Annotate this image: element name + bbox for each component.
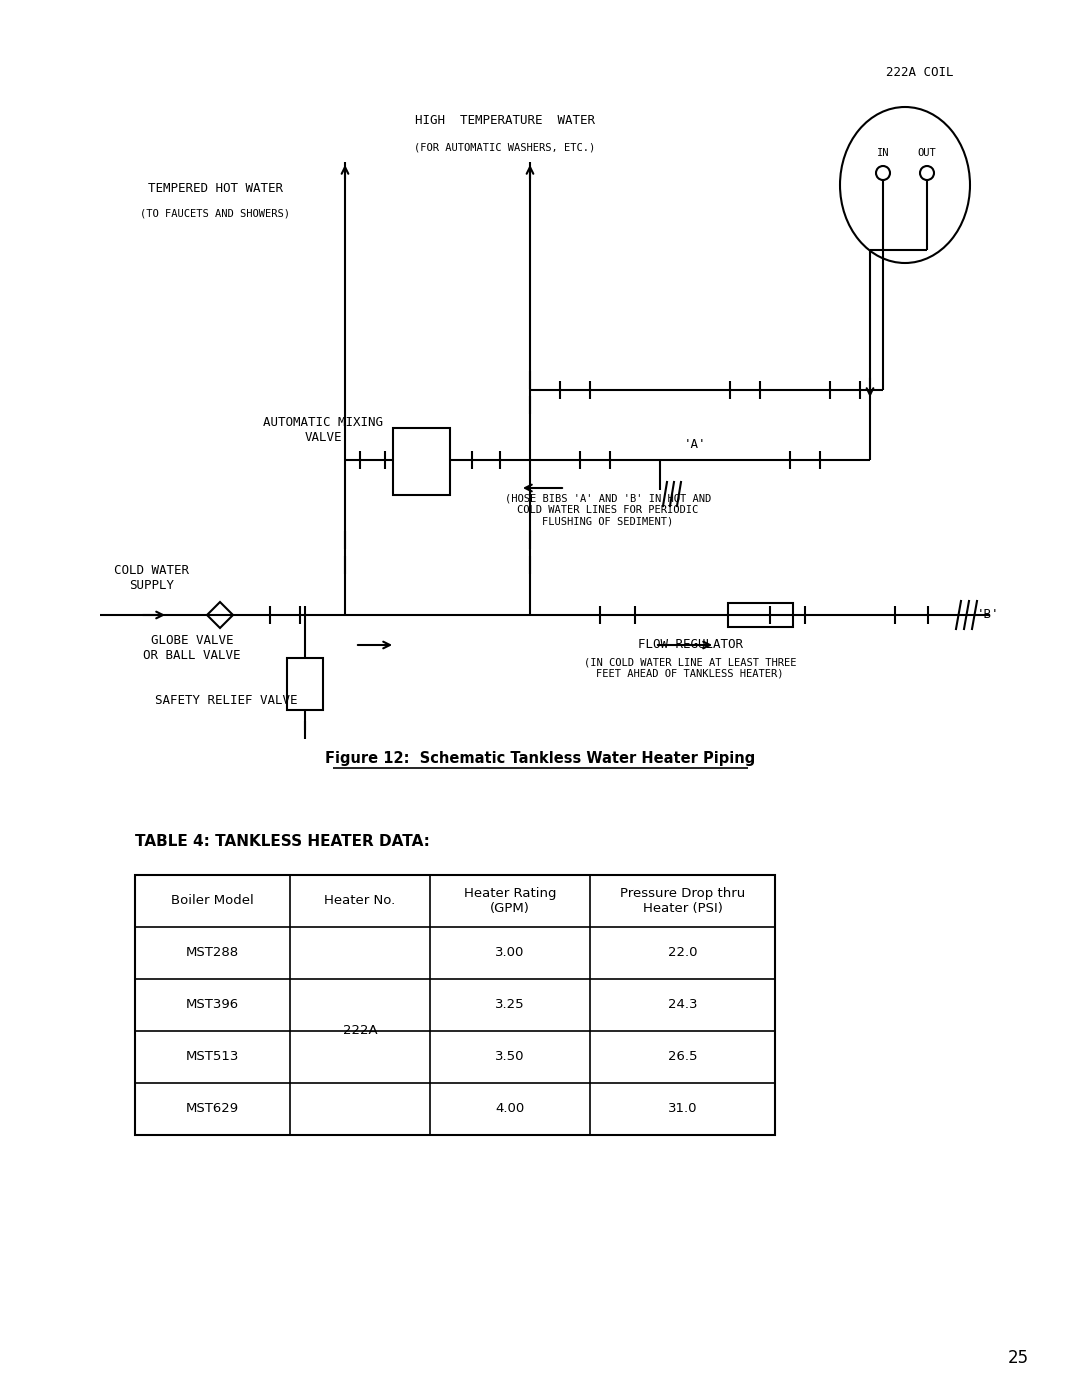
- Text: MST396: MST396: [186, 999, 239, 1011]
- Text: Boiler Model: Boiler Model: [171, 894, 254, 908]
- Ellipse shape: [840, 108, 970, 263]
- Text: (FOR AUTOMATIC WASHERS, ETC.): (FOR AUTOMATIC WASHERS, ETC.): [415, 142, 596, 154]
- Text: 22.0: 22.0: [667, 947, 698, 960]
- Text: 3.00: 3.00: [496, 947, 525, 960]
- Text: 222A COIL: 222A COIL: [887, 66, 954, 78]
- Text: OUT: OUT: [918, 148, 936, 158]
- Text: IN: IN: [877, 148, 889, 158]
- Text: 3.25: 3.25: [496, 999, 525, 1011]
- Text: Figure 12:  Schematic Tankless Water Heater Piping: Figure 12: Schematic Tankless Water Heat…: [325, 750, 755, 766]
- Text: 26.5: 26.5: [667, 1051, 698, 1063]
- Text: Pressure Drop thru
Heater (PSI): Pressure Drop thru Heater (PSI): [620, 887, 745, 915]
- Text: TEMPERED HOT WATER: TEMPERED HOT WATER: [148, 182, 283, 194]
- Polygon shape: [207, 602, 233, 629]
- Text: Heater Rating
(GPM): Heater Rating (GPM): [463, 887, 556, 915]
- Text: 'A': 'A': [684, 437, 706, 450]
- Text: COLD WATER
SUPPLY: COLD WATER SUPPLY: [114, 564, 189, 592]
- Text: (HOSE BIBS 'A' AND 'B' IN HOT AND
COLD WATER LINES FOR PERIODIC
FLUSHING OF SEDI: (HOSE BIBS 'A' AND 'B' IN HOT AND COLD W…: [504, 493, 711, 527]
- Text: SAFETY RELIEF VALVE: SAFETY RELIEF VALVE: [156, 693, 297, 707]
- Text: (TO FAUCETS AND SHOWERS): (TO FAUCETS AND SHOWERS): [140, 208, 291, 218]
- Text: 24.3: 24.3: [667, 999, 698, 1011]
- Text: FLOW REGULATOR: FLOW REGULATOR: [637, 638, 743, 651]
- Text: 3.50: 3.50: [496, 1051, 525, 1063]
- Text: MST629: MST629: [186, 1102, 239, 1115]
- Bar: [393, 427, 450, 495]
- Text: AUTOMATIC MIXING
VALVE: AUTOMATIC MIXING VALVE: [264, 416, 383, 444]
- Text: 4.00: 4.00: [496, 1102, 525, 1115]
- Text: 222A: 222A: [342, 1024, 377, 1038]
- Text: MST513: MST513: [186, 1051, 239, 1063]
- Text: TABLE 4: TANKLESS HEATER DATA:: TABLE 4: TANKLESS HEATER DATA:: [135, 834, 430, 849]
- Bar: [287, 658, 323, 710]
- Text: 31.0: 31.0: [667, 1102, 698, 1115]
- Text: Heater No.: Heater No.: [324, 894, 395, 908]
- Text: HIGH  TEMPERATURE  WATER: HIGH TEMPERATURE WATER: [415, 113, 595, 127]
- Text: 25: 25: [1008, 1350, 1028, 1368]
- Text: GLOBE VALVE
OR BALL VALVE: GLOBE VALVE OR BALL VALVE: [144, 634, 241, 662]
- Bar: [728, 604, 793, 627]
- Text: MST288: MST288: [186, 947, 239, 960]
- Bar: [135, 875, 775, 1134]
- Text: 'B': 'B': [976, 609, 999, 622]
- Text: (IN COLD WATER LINE AT LEAST THREE
FEET AHEAD OF TANKLESS HEATER): (IN COLD WATER LINE AT LEAST THREE FEET …: [584, 657, 796, 679]
